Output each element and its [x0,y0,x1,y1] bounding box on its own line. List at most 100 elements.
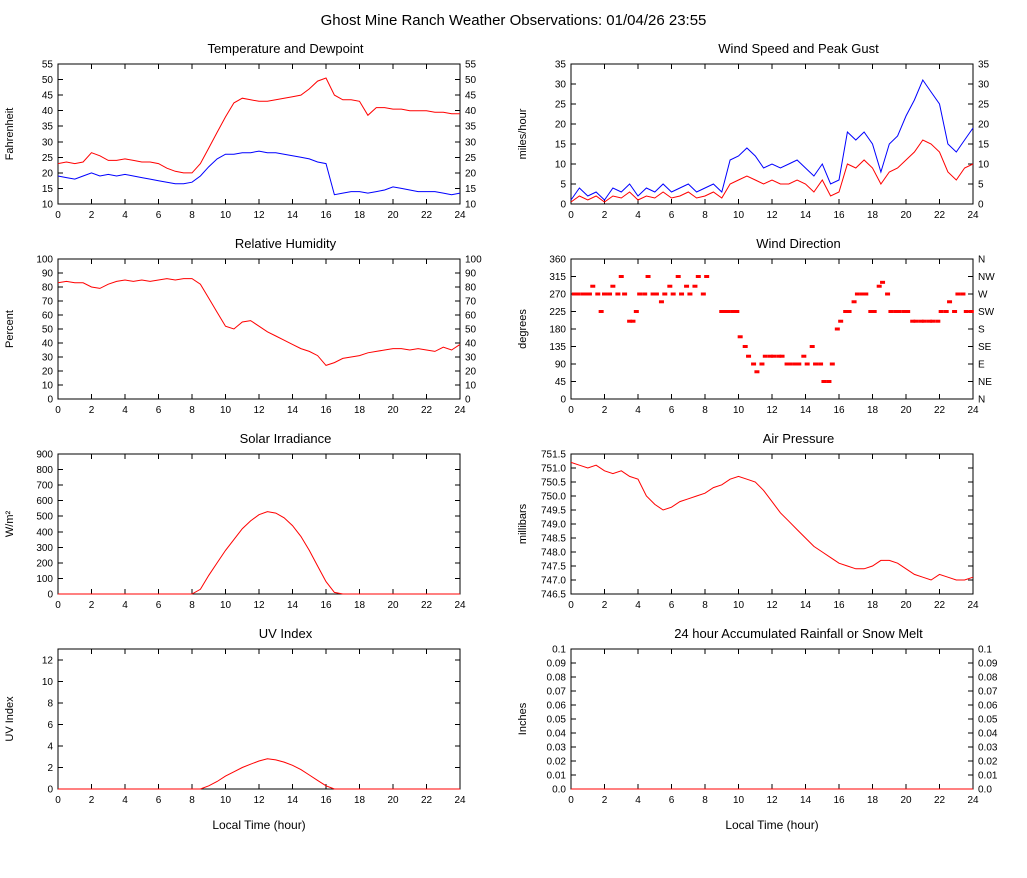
chart-wind-speed-gust: Wind Speed and Peak Gust 0 0 5 5 10 10 15 15 20 2… [513,37,1026,232]
svg-text:12: 12 [766,405,778,416]
svg-text:40: 40 [465,339,477,350]
svg-text:0.03: 0.03 [978,743,998,754]
chart-title-air-pressure: Air Pressure [762,431,835,446]
svg-text:18: 18 [867,795,879,806]
charts-grid: Temperature and Dewpoint 10 10 15 15 20 20 25 2… [0,37,1027,841]
svg-text:30: 30 [465,137,477,148]
series-wind-speed [570,139,974,203]
svg-text:16: 16 [833,795,845,806]
svg-text:18: 18 [867,210,879,221]
svg-text:30: 30 [978,80,990,91]
series-direction [571,275,974,383]
svg-text:20: 20 [387,795,399,806]
series-dewpoint [57,150,461,196]
svg-text:0: 0 [978,200,984,211]
series-peak-gust [570,78,974,201]
svg-text:12: 12 [253,210,265,221]
svg-text:0.03: 0.03 [547,743,567,754]
svg-text:16: 16 [320,405,332,416]
svg-text:8: 8 [189,210,195,221]
svg-text:4: 4 [47,741,53,752]
svg-text:0: 0 [47,590,53,601]
svg-text:40: 40 [42,106,54,117]
svg-text:14: 14 [287,210,299,221]
svg-text:30: 30 [555,80,567,91]
svg-text:0.09: 0.09 [978,659,998,670]
svg-text:0: 0 [568,795,574,806]
svg-text:360: 360 [549,255,566,266]
svg-text:16: 16 [833,600,845,611]
svg-text:8: 8 [702,600,708,611]
svg-text:2: 2 [602,405,608,416]
svg-text:20: 20 [387,210,399,221]
svg-text:0: 0 [55,795,61,806]
svg-text:20: 20 [555,120,567,131]
svg-text:0.06: 0.06 [978,701,998,712]
svg-text:E: E [978,360,985,371]
relative-humidity-ylabel: Percent [4,310,16,348]
svg-text:0.08: 0.08 [547,673,567,684]
svg-text:10: 10 [42,381,54,392]
svg-text:2: 2 [602,600,608,611]
svg-text:80: 80 [465,283,477,294]
svg-text:4: 4 [635,600,641,611]
svg-text:0.02: 0.02 [978,757,998,768]
svg-text:14: 14 [800,405,812,416]
svg-text:50: 50 [42,325,54,336]
svg-text:5: 5 [978,180,984,191]
svg-text:20: 20 [42,367,54,378]
svg-text:22: 22 [934,405,946,416]
svg-text:0.02: 0.02 [547,757,567,768]
svg-text:15: 15 [465,184,477,195]
svg-text:18: 18 [354,795,366,806]
svg-text:748.0: 748.0 [541,548,566,559]
svg-text:22: 22 [934,795,946,806]
svg-text:18: 18 [354,405,366,416]
svg-text:0: 0 [55,210,61,221]
svg-text:8: 8 [189,600,195,611]
svg-text:14: 14 [287,405,299,416]
chart-uv-index: UV Index 0 2 4 6 8 10 12 0 2 4 6 8 10 12 14 16 18 20 22 24 U… [0,622,513,841]
svg-text:55: 55 [42,60,54,71]
svg-text:10: 10 [733,600,745,611]
chart-title-relative-humidity: Relative Humidity [234,236,337,251]
svg-text:6: 6 [669,210,675,221]
svg-text:4: 4 [635,795,641,806]
svg-text:50: 50 [465,325,477,336]
svg-text:6: 6 [47,720,53,731]
svg-text:25: 25 [465,153,477,164]
svg-text:18: 18 [354,600,366,611]
svg-text:0.06: 0.06 [547,701,567,712]
svg-text:90: 90 [42,269,54,280]
svg-text:2: 2 [602,210,608,221]
svg-text:6: 6 [156,210,162,221]
svg-text:10: 10 [220,405,232,416]
svg-text:24: 24 [454,795,466,806]
series-pressure [570,461,974,581]
chart-rainfall: 24 hour Accumulated Rainfall or Snow Mel… [513,622,1026,841]
svg-text:0: 0 [47,785,53,796]
svg-text:0.01: 0.01 [978,771,998,782]
rainfall-plot: 0.0 0.0 0.01 0.01 0.02 0.02 0.03 0.03 0.04 0.04 0.… [517,645,998,833]
svg-text:748.5: 748.5 [541,534,566,545]
svg-text:N: N [978,255,985,266]
svg-text:747.5: 747.5 [541,562,566,573]
svg-text:8: 8 [702,795,708,806]
svg-text:50: 50 [42,75,54,86]
svg-text:10: 10 [220,210,232,221]
svg-text:40: 40 [465,106,477,117]
svg-text:2: 2 [47,763,53,774]
chart-relative-humidity: Relative Humidity 0 0 10 10 20 20 30 30 40 40 50 50… [0,232,513,427]
svg-text:600: 600 [36,496,53,507]
svg-text:20: 20 [900,210,912,221]
svg-text:70: 70 [42,297,54,308]
svg-text:50: 50 [465,75,477,86]
svg-text:6: 6 [156,795,162,806]
svg-text:8: 8 [47,698,53,709]
svg-text:20: 20 [900,795,912,806]
svg-text:18: 18 [867,405,879,416]
svg-text:100: 100 [465,255,482,266]
svg-text:10: 10 [42,200,54,211]
